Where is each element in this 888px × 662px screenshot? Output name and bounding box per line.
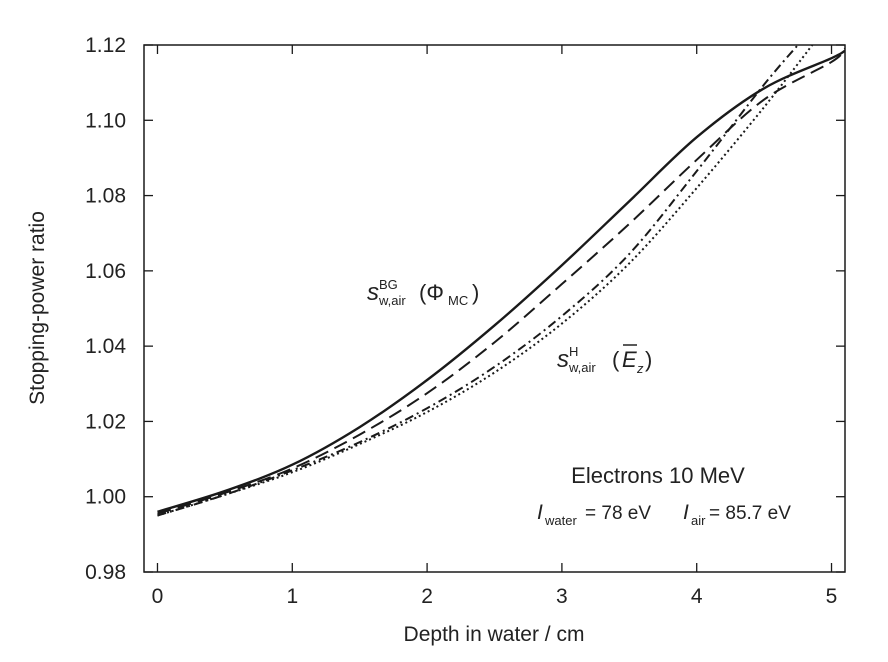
annotation-sh-sub: w,air	[568, 360, 596, 375]
x-tick-label: 0	[152, 585, 164, 608]
y-tick-label: 1.00	[85, 486, 126, 509]
annotation-sbg-sup: BG	[379, 277, 398, 292]
annotation-iwater-sub: water	[544, 513, 577, 528]
y-tick-label: 1.02	[85, 410, 126, 433]
y-tick-labels: 0.98 1.00 1.02 1.04 1.06 1.08 1.10 1.12	[85, 34, 126, 584]
series-line-dotted	[157, 45, 814, 517]
x-tick-labels: 0 1 2 3 4 5	[152, 585, 838, 608]
y-tick-label: 1.12	[85, 34, 126, 57]
annotation-sh-e-sub: z	[636, 361, 644, 376]
series-line-dash-dot	[157, 45, 800, 517]
series-curves	[157, 45, 845, 517]
annotation-sh-sup: H	[569, 344, 578, 359]
x-tick-label: 5	[826, 585, 838, 608]
y-tick-label: 1.06	[85, 260, 126, 283]
series-line-solid	[157, 49, 845, 513]
annotation-sbg-arg: (Φ	[419, 280, 444, 305]
annotation-sh: s H w,air ( E z )	[557, 343, 652, 377]
annotation-sh-arg: (	[612, 347, 620, 372]
annotation-iair-sub: air	[691, 513, 706, 528]
annotation-sbg-symbol: s	[367, 279, 379, 306]
annotation-iwater: I water = 78 eV	[537, 501, 651, 529]
annotation-sh-close: )	[645, 347, 652, 372]
y-tick-label: 1.10	[85, 109, 126, 132]
annotation-sbg-sub: w,air	[378, 293, 406, 308]
y-tick-label: 0.98	[85, 561, 126, 584]
y-tick-label: 1.04	[85, 335, 126, 358]
annotation-iwater-value: = 78 eV	[585, 503, 651, 524]
plot-frame	[143, 44, 846, 573]
axis-ticks	[144, 44, 845, 573]
x-tick-label: 2	[421, 585, 433, 608]
annotation-iair: I air = 85.7 eV	[683, 501, 791, 529]
annotation-iair-symbol: I	[683, 501, 689, 524]
annotation-sbg-close: )	[472, 280, 479, 305]
x-tick-label: 3	[556, 585, 568, 608]
x-tick-label: 4	[691, 585, 703, 608]
x-axis-label: Depth in water / cm	[404, 623, 585, 646]
annotation-sbg-arg-sub: MC	[448, 293, 468, 308]
annotation-iwater-symbol: I	[537, 501, 543, 524]
annotation-iair-value: = 85.7 eV	[709, 503, 791, 524]
x-tick-label: 1	[286, 585, 298, 608]
annotation-sh-symbol: s	[557, 346, 569, 373]
annotation-sbg: s BG w,air (Φ MC )	[367, 276, 479, 309]
y-tick-label: 1.08	[85, 185, 126, 208]
y-axis-label: Stopping-power ratio	[26, 211, 49, 405]
annotation-beam: Electrons 10 MeV	[571, 463, 745, 488]
series-line-dashed	[157, 48, 845, 515]
annotation-sh-e: E	[622, 347, 637, 372]
